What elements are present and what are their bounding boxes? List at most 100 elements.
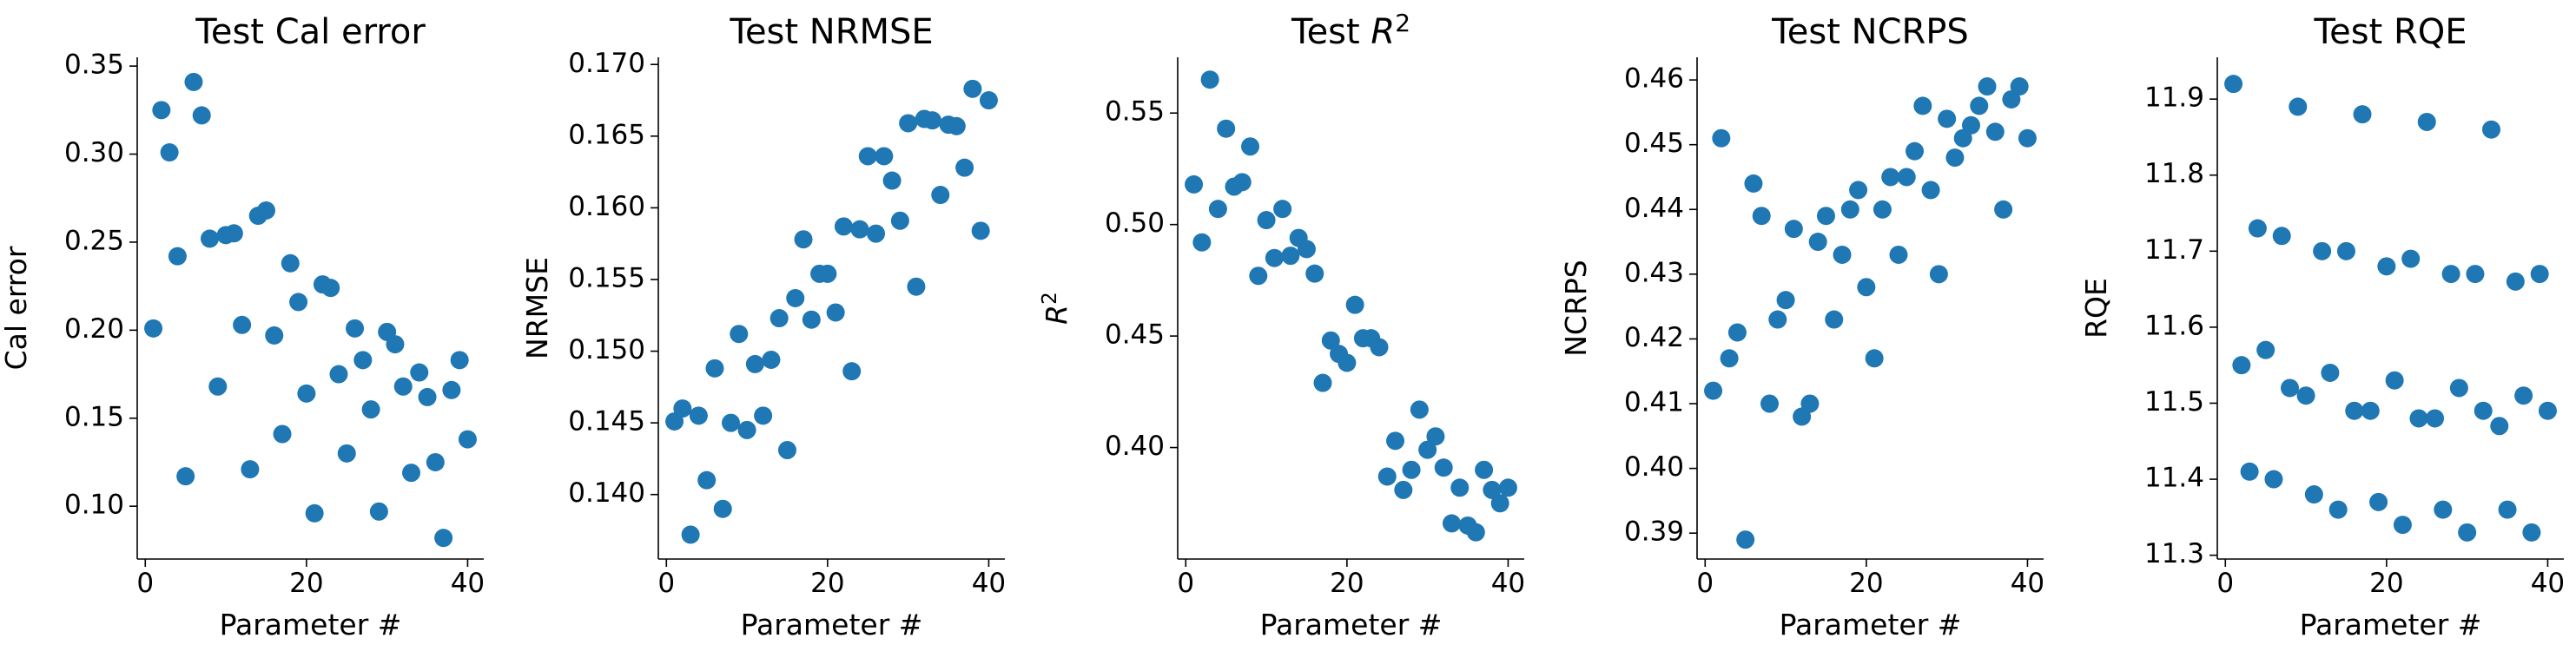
data-point xyxy=(2393,516,2412,535)
data-point xyxy=(1208,200,1227,219)
data-point xyxy=(434,529,453,548)
subplot-3: 0.40 0.45 0.50 0.55 0 20 40 Test R2 Parameter # R… xyxy=(1039,9,1525,642)
data-point xyxy=(2538,401,2557,420)
data-point xyxy=(890,211,909,230)
y-tick-label: 0.155 xyxy=(568,262,645,293)
data-point xyxy=(2401,249,2421,268)
data-point xyxy=(2328,500,2348,519)
y-tick-label: 11.9 xyxy=(2144,82,2204,114)
y-tick-label: 0.150 xyxy=(568,334,645,365)
data-point xyxy=(1434,458,1453,477)
data-point xyxy=(224,224,243,243)
data-point xyxy=(1816,207,1835,226)
data-point xyxy=(2248,219,2267,238)
data-point xyxy=(346,319,365,338)
data-point xyxy=(2409,409,2428,428)
data-point xyxy=(1760,394,1780,413)
data-point xyxy=(1475,460,1494,479)
data-point xyxy=(834,217,853,236)
data-point xyxy=(361,400,380,419)
data-point xyxy=(979,91,998,110)
data-point xyxy=(1906,141,1925,161)
x-tick-label: 40 xyxy=(2531,568,2565,599)
data-point xyxy=(2377,257,2396,276)
data-point xyxy=(858,147,877,166)
chart-title: Test R2 xyxy=(1291,9,1410,52)
x-tick-label: 20 xyxy=(1849,568,1883,599)
data-point xyxy=(1985,122,2005,141)
data-point xyxy=(176,467,195,486)
subplot-2: 0.140 0.145 0.150 0.155 0.160 0.165 0.170 0 20 40… xyxy=(520,12,1006,642)
data-point xyxy=(794,230,813,249)
data-point xyxy=(2313,241,2332,260)
data-point xyxy=(1338,353,1357,372)
data-point xyxy=(1394,480,1413,499)
data-point xyxy=(1913,96,1932,115)
y-tick-label: 11.3 xyxy=(2144,538,2204,569)
data-point xyxy=(1704,381,1723,400)
data-point xyxy=(201,229,220,248)
data-point xyxy=(1970,96,1989,115)
y-tick-label: 0.39 xyxy=(1624,517,1684,548)
data-point xyxy=(1241,137,1260,156)
data-point xyxy=(2336,241,2355,260)
data-point xyxy=(907,277,926,296)
x-axis-label: Parameter # xyxy=(1780,608,1962,642)
y-tick-label: 0.140 xyxy=(568,477,645,509)
data-point xyxy=(1784,220,1803,239)
data-point xyxy=(2296,386,2315,405)
data-point xyxy=(2264,470,2283,489)
data-point xyxy=(1321,331,1340,350)
y-axis-label: Cal error xyxy=(0,246,33,370)
data-point xyxy=(2304,485,2323,504)
data-point xyxy=(1938,109,1957,128)
x-tick-label: 0 xyxy=(2216,568,2234,599)
data-point xyxy=(2321,363,2340,382)
data-point xyxy=(899,114,918,133)
data-point xyxy=(442,380,461,399)
data-point xyxy=(947,116,966,135)
y-tick-label: 11.5 xyxy=(2144,386,2204,418)
data-point xyxy=(1897,168,1916,187)
y-tick-label: 0.42 xyxy=(1624,322,1684,353)
y-tick-label: 0.40 xyxy=(1624,451,1684,483)
data-point xyxy=(208,377,228,396)
x-tick-label: 0 xyxy=(657,568,675,599)
x-tick-label: 20 xyxy=(2369,568,2403,599)
data-point xyxy=(1217,119,1236,138)
data-point xyxy=(1498,478,1517,497)
data-point xyxy=(2224,75,2243,94)
y-tick-label: 0.50 xyxy=(1105,207,1165,239)
data-point xyxy=(2256,340,2275,359)
subplot-5: 11.3 11.4 11.5 11.6 11.7 11.8 11.9 0 20 40 Test RQ… xyxy=(2079,12,2565,642)
data-point xyxy=(2441,265,2460,284)
data-point xyxy=(2506,272,2525,291)
data-point xyxy=(297,384,316,403)
data-point xyxy=(241,460,260,479)
y-tick-label: 0.41 xyxy=(1624,387,1684,418)
data-point xyxy=(1849,181,1868,200)
data-point xyxy=(401,464,420,483)
y-tick-label: 0.45 xyxy=(1624,128,1684,159)
data-point xyxy=(1386,431,1405,451)
y-tick-label: 11.7 xyxy=(2144,234,2204,266)
chart-title: Test NCRPS xyxy=(1771,12,1969,52)
y-tick-label: 0.43 xyxy=(1624,257,1684,288)
data-point xyxy=(458,430,477,449)
data-point xyxy=(1744,174,1763,193)
data-point xyxy=(1442,514,1461,533)
x-tick-label: 20 xyxy=(289,568,323,599)
data-point xyxy=(418,387,437,406)
data-point xyxy=(963,79,982,98)
x-tick-label: 0 xyxy=(1177,568,1194,599)
y-tick-label: 11.6 xyxy=(2144,310,2204,341)
data-point xyxy=(1889,245,1908,264)
data-point xyxy=(1257,211,1276,230)
x-tick-label: 20 xyxy=(1330,568,1364,599)
y-axis-label: R2 xyxy=(1039,292,1073,325)
data-point xyxy=(1185,174,1204,194)
data-point xyxy=(329,365,348,384)
y-tick-label: 0.170 xyxy=(568,48,645,79)
chart-title: Test RQE xyxy=(2313,12,2467,52)
